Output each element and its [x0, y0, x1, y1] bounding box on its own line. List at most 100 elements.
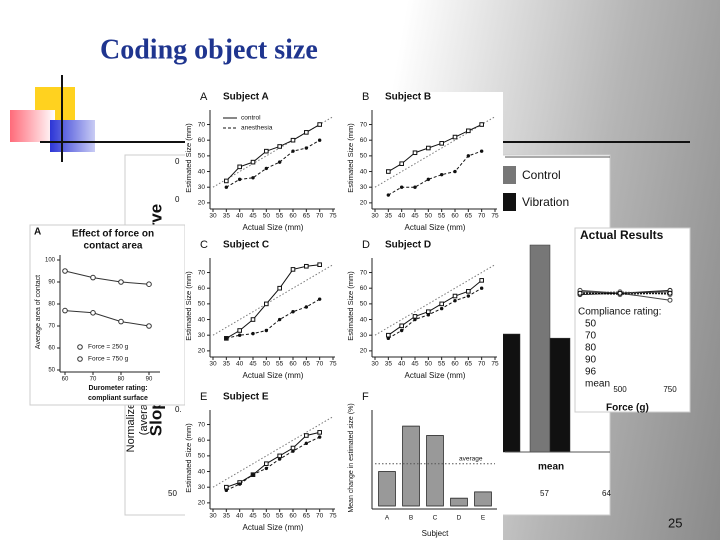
x-tick-label: 45	[411, 213, 419, 220]
data-point	[304, 130, 309, 135]
data-point	[426, 145, 431, 151]
x-tick-label: 75	[491, 213, 499, 220]
panel-letter: A	[200, 91, 208, 103]
slide-title: Coding object size	[100, 34, 318, 65]
tick-fragment: 0	[175, 195, 180, 204]
x-tick-label: A	[385, 515, 390, 522]
bar	[529, 244, 551, 453]
y-tick-label: 30	[198, 484, 206, 491]
category-label: mean	[538, 462, 564, 473]
tick-fragment: 57	[540, 489, 549, 498]
x-tick-label: 50	[425, 361, 433, 368]
bar	[402, 425, 420, 507]
legend-label: control	[241, 115, 261, 122]
x-tick-label: D	[457, 515, 462, 522]
data-point	[439, 301, 444, 307]
axis-label: Estimated Size (mm)	[346, 123, 355, 193]
panel-letter: A	[34, 227, 41, 238]
data-point	[237, 164, 242, 170]
tick-fragment: 50	[168, 489, 177, 498]
legend-label: 70	[585, 331, 597, 342]
x-tick-label: C	[433, 515, 438, 522]
tick-fragment: 64	[602, 489, 611, 498]
panel-title: Subject C	[223, 240, 269, 251]
y-tick-label: 30	[360, 332, 368, 339]
identity-line	[374, 116, 496, 188]
legend-label: 96	[585, 367, 597, 378]
data-point	[304, 441, 309, 446]
x-tick-label: 30	[371, 361, 379, 368]
y-tick-label: 50	[360, 153, 368, 160]
x-tick-label: 70	[90, 377, 97, 383]
x-tick-label: 55	[438, 213, 446, 220]
data-point	[251, 331, 255, 336]
data-point	[224, 178, 229, 184]
bar	[450, 497, 468, 507]
data-point	[466, 128, 471, 134]
data-point	[452, 134, 458, 140]
data-point	[291, 310, 295, 314]
data-point	[277, 317, 282, 322]
data-point	[277, 160, 282, 164]
data-point	[386, 169, 391, 174]
x-tick-label: B	[409, 515, 413, 522]
x-tick-label: 60	[289, 213, 297, 220]
y-tick-label: 40	[198, 168, 206, 175]
x-tick-label: 90	[146, 377, 153, 383]
y-tick-label: 20	[198, 200, 206, 207]
x-tick-label: 500	[613, 385, 627, 394]
y-tick-label: 20	[360, 200, 368, 207]
y-tick-label: 70	[198, 421, 206, 428]
data-point	[426, 313, 431, 317]
x-tick-label: 50	[263, 213, 271, 220]
y-tick-label: 40	[198, 316, 206, 323]
data-point	[452, 293, 458, 299]
legend-label: Control	[522, 168, 561, 182]
data-point	[304, 263, 309, 269]
panel-title: Actual Results	[580, 228, 664, 242]
data-point	[251, 472, 255, 477]
x-tick-label: 40	[236, 513, 244, 520]
y-tick-label: 40	[360, 316, 368, 323]
data-point	[291, 449, 295, 453]
x-tick-label: 60	[62, 377, 69, 383]
x-tick-label: 65	[465, 361, 473, 368]
data-point	[479, 149, 484, 153]
y-tick-label: 40	[360, 168, 368, 175]
average-label: average	[459, 455, 483, 462]
axis-label: Average area of contact	[35, 275, 42, 349]
legend-title: Compliance rating:	[578, 307, 661, 318]
data-point	[264, 148, 269, 154]
decoration	[10, 75, 690, 162]
data-point	[146, 281, 152, 288]
data-point	[317, 122, 322, 127]
data-point	[62, 307, 68, 314]
data-point	[250, 317, 256, 322]
x-tick-label: 75	[329, 213, 337, 220]
x-tick-label: 50	[263, 513, 271, 520]
data-point	[399, 323, 404, 329]
x-tick-label: 50	[425, 213, 433, 220]
axis-label: Estimated Size (mm)	[346, 271, 355, 341]
data-point	[250, 159, 256, 165]
identity-line	[212, 264, 334, 336]
panel-letter: B	[362, 91, 369, 103]
data-point	[479, 122, 484, 127]
y-tick-label: 100	[45, 258, 56, 264]
y-tick-label: 20	[360, 348, 368, 355]
data-point	[224, 484, 229, 490]
legend-label: 50	[585, 319, 597, 330]
y-tick-label: 60	[198, 137, 206, 144]
x-tick-label: 35	[385, 361, 393, 368]
data-point	[62, 268, 68, 274]
data-point	[317, 138, 322, 142]
data-point	[118, 318, 124, 325]
data-point	[466, 289, 471, 294]
x-tick-label: 65	[303, 361, 311, 368]
identity-line	[374, 264, 496, 336]
legend-swatch	[500, 193, 516, 211]
series-line	[388, 150, 482, 196]
bar	[549, 337, 571, 453]
x-tick-label: 55	[276, 361, 284, 368]
